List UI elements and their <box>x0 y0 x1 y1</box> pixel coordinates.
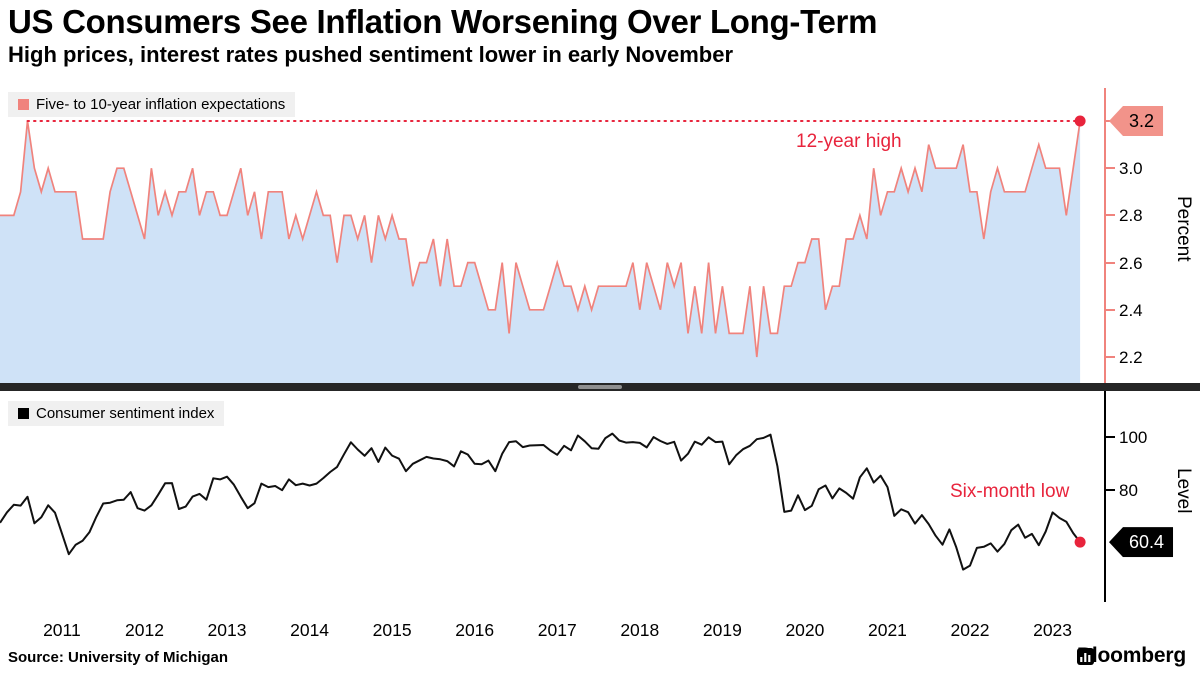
x-year-label: 2022 <box>950 620 990 640</box>
area-fill <box>0 121 1081 383</box>
chart-title: US Consumers See Inflation Worsening Ove… <box>8 3 878 40</box>
y-tick <box>1106 489 1115 492</box>
header: US Consumers See Inflation Worsening Ove… <box>8 3 878 68</box>
annotation-12-year-high: 12-year high <box>796 131 902 152</box>
y-tick <box>1106 308 1115 311</box>
x-year-label: 2015 <box>372 620 412 640</box>
x-year-label: 2012 <box>125 620 164 640</box>
legend-swatch-inflation <box>18 99 29 110</box>
y-tick <box>1106 356 1115 359</box>
x-year-label: 2023 <box>1033 620 1073 640</box>
annotation-six-month-low: Six-month low <box>950 481 1070 502</box>
x-year-label: 2018 <box>620 620 660 640</box>
x-year-label: 2013 <box>207 620 247 640</box>
inflation-value-badge: 3.2 <box>1109 106 1164 137</box>
x-year-label: 2011 <box>43 620 81 640</box>
bloomberg-chart-icon <box>1076 647 1094 665</box>
inflation-expectations-chart <box>0 115 1086 383</box>
chart-subtitle: High prices, interest rates pushed senti… <box>8 42 734 68</box>
y-tick-label: 2.2 <box>1119 348 1143 368</box>
y-tick-label: 2.4 <box>1119 300 1143 320</box>
y-tick <box>1106 261 1115 264</box>
x-year-label: 2016 <box>455 620 495 640</box>
y-tick-label: 80 <box>1119 481 1138 501</box>
source-note: Source: University of Michigan <box>8 649 229 666</box>
bottom-series-line <box>0 432 1081 571</box>
percent-axis-title: Percent <box>1173 196 1194 262</box>
legend-inflation: Five- to 10-year inflation expectations <box>8 92 296 117</box>
y-tick-label: 2.8 <box>1119 206 1143 226</box>
bloomberg-logo: Bloomberg <box>1076 644 1186 668</box>
y-tick <box>1106 436 1115 439</box>
legend-label-sentiment: Consumer sentiment index <box>36 405 215 422</box>
level-axis-title: Level <box>1173 468 1194 514</box>
legend-label-inflation: Five- to 10-year inflation expectations <box>36 96 286 113</box>
bloomberg-wordmark: Bloomberg <box>1076 644 1186 667</box>
x-year-label: 2019 <box>702 620 742 640</box>
top-series-line <box>0 120 1081 358</box>
sentiment-value-badge: 60.4 <box>1109 527 1174 558</box>
divider-handle[interactable] <box>578 385 622 389</box>
top-endpoint-dot <box>1074 115 1086 127</box>
x-year-label: 2021 <box>867 620 907 640</box>
y-tick <box>1106 214 1115 217</box>
x-year-label: 2017 <box>537 620 577 640</box>
legend-sentiment: Consumer sentiment index <box>8 401 225 426</box>
panel-divider[interactable] <box>0 383 1200 391</box>
legend-swatch-sentiment <box>18 408 29 419</box>
y-tick-label: 3.0 <box>1119 159 1143 179</box>
bottom-right-axis-line <box>1104 391 1106 602</box>
x-axis-labels: 2011 2012 2013 2014 2015 2016 2017 2018 2019 2020… <box>0 620 1200 646</box>
y-tick-label: 2.6 <box>1119 253 1143 273</box>
bottom-endpoint-dot <box>1074 536 1086 548</box>
x-year-label: 2020 <box>785 620 825 640</box>
top-right-axis-line <box>1104 88 1106 385</box>
x-year-label: 2014 <box>290 620 330 640</box>
consumer-sentiment-chart <box>0 432 1086 571</box>
y-tick <box>1106 167 1115 170</box>
y-tick-label: 100 <box>1119 428 1148 448</box>
